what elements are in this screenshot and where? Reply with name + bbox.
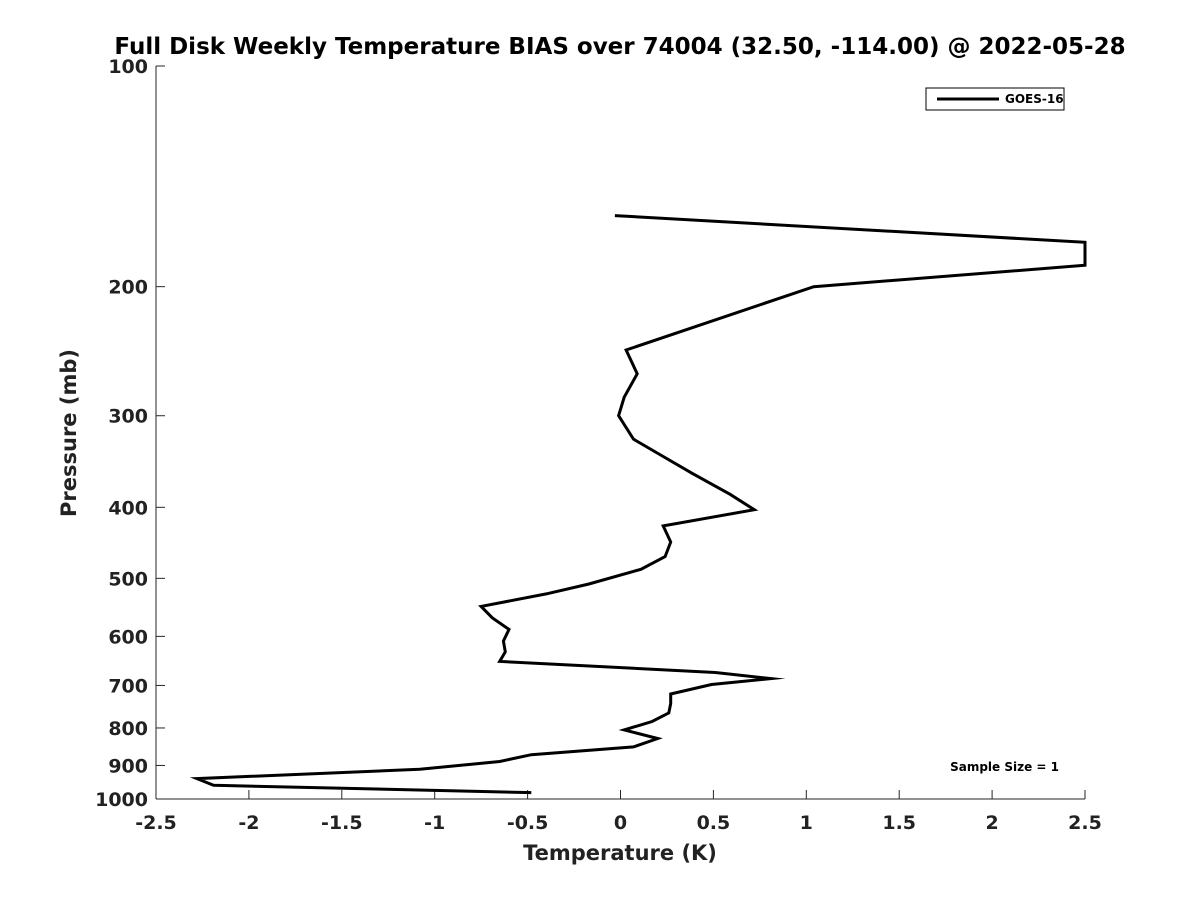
x-tick-label: 1.5 xyxy=(882,812,916,834)
x-tick-label: 0 xyxy=(614,812,627,834)
x-tick-label: -1.5 xyxy=(321,812,363,834)
y-tick-label: 100 xyxy=(108,56,148,78)
y-tick-label: 800 xyxy=(108,718,148,740)
legend-label: GOES-16 xyxy=(1005,92,1064,106)
x-tick-label: 2 xyxy=(985,812,998,834)
x-tick-label: -2.5 xyxy=(135,812,177,834)
x-axis-label: Temperature (K) xyxy=(523,841,717,865)
y-tick-label: 900 xyxy=(108,755,148,777)
x-tick-label: 0.5 xyxy=(697,812,731,834)
x-tick-label: -1 xyxy=(424,812,445,834)
y-tick-label: 400 xyxy=(108,497,148,519)
y-tick-label: 300 xyxy=(108,406,148,428)
ticks: -2.5 -2 -1.5 -1 -0.5 0 0.5 1 1.5 2 2.5 100 200 300 400… xyxy=(95,56,1102,834)
y-axis-label: Pressure (mb) xyxy=(57,349,81,517)
y-tick-label: 600 xyxy=(108,626,148,648)
x-tick-label: 2.5 xyxy=(1068,812,1102,834)
x-tick-label: -2 xyxy=(238,812,259,834)
y-tick-label: 200 xyxy=(108,277,148,299)
y-tick-label: 500 xyxy=(108,568,148,590)
y-tick-label: 1000 xyxy=(95,789,148,811)
series-line-goes-16 xyxy=(189,214,1087,795)
sample-size-annotation: Sample Size = 1 xyxy=(950,760,1059,774)
x-tick-label: -0.5 xyxy=(507,812,549,834)
legend: GOES-16 xyxy=(925,87,1065,111)
series-lines xyxy=(189,214,1087,795)
chart-title: Full Disk Weekly Temperature BIAS over 7… xyxy=(114,34,1125,60)
y-tick-label: 700 xyxy=(108,675,148,697)
axes xyxy=(155,66,1085,800)
x-tick-label: 1 xyxy=(800,812,813,834)
